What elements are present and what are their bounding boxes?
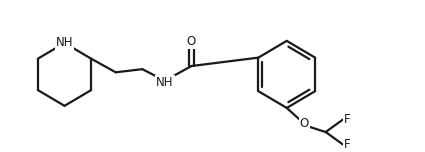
Text: F: F xyxy=(344,138,351,151)
Text: O: O xyxy=(187,35,196,48)
Text: F: F xyxy=(344,113,351,126)
Text: NH: NH xyxy=(156,76,173,89)
Text: O: O xyxy=(300,117,309,130)
Text: NH: NH xyxy=(56,36,73,49)
